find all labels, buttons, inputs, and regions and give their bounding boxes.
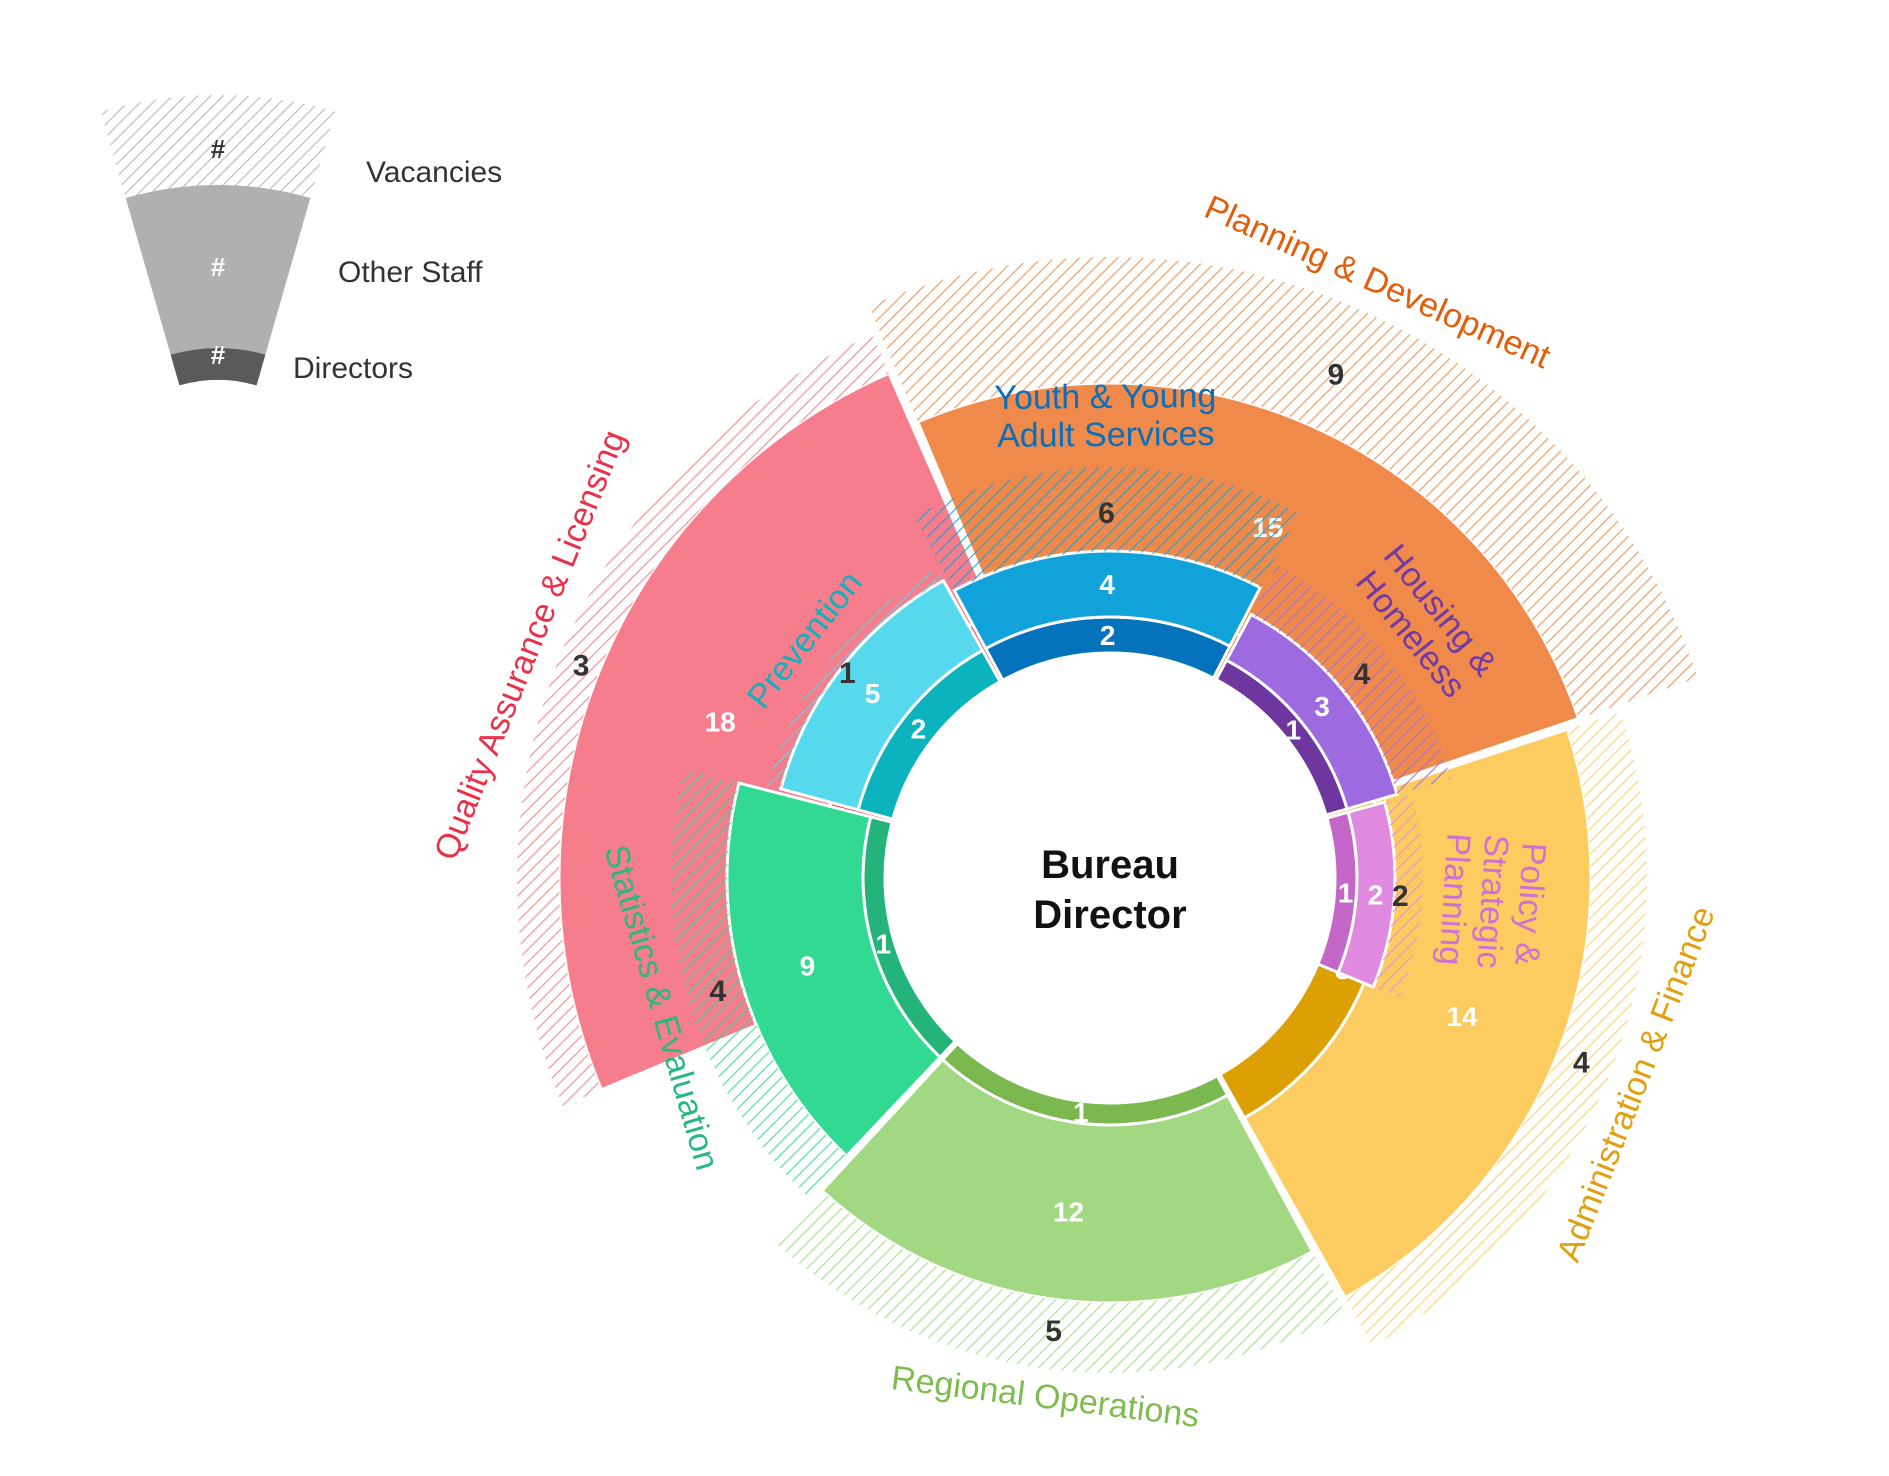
other-staff-count-administration-finance: 14 xyxy=(1446,1001,1478,1032)
vacancies-count-quality-assurance-licensing: 3 xyxy=(573,650,590,683)
dept-name-policy-strategic-planning-line3: Planning xyxy=(1431,832,1477,966)
dept-name-policy-strategic-planning-line1: Policy & xyxy=(1507,841,1552,966)
center-label-line1: Bureau xyxy=(1041,843,1179,887)
vacancies-count-planning-development: 9 xyxy=(1328,359,1345,392)
vacancies-band-administration-finance xyxy=(1345,712,1648,1347)
legend: # Vacancies # Other Staff # Directors xyxy=(100,94,502,386)
other-staff-count-regional-operations: 12 xyxy=(1053,1196,1084,1227)
dept-name-youth-young-adult-services-line1: Youth & Young xyxy=(994,377,1216,417)
legend-vacancies-swatch xyxy=(100,94,336,198)
legend-directors-swatch xyxy=(170,347,266,386)
directors-count-statistics-evaluation: 1 xyxy=(876,928,892,959)
other-staff-count-housing-homeless: 3 xyxy=(1314,691,1330,722)
directors-count-youth-young-adult-services: 2 xyxy=(1100,620,1116,651)
other-staff-count-youth-young-adult-services: 4 xyxy=(1099,569,1115,600)
directors-count-prevention: 2 xyxy=(911,714,927,745)
other-staff-count-statistics-evaluation: 9 xyxy=(800,950,816,981)
legend-directors: # Directors xyxy=(170,340,413,386)
legend-vacancies-hash: # xyxy=(211,134,226,164)
vacancies-band-regional-operations xyxy=(774,1190,1346,1373)
dept-name-policy-strategic-planning-line2: Strategic xyxy=(1469,833,1515,969)
legend-vacancies-label: Vacancies xyxy=(366,156,502,189)
directors-count-regional-operations: 1 xyxy=(1073,1097,1089,1128)
vacancies-count-administration-finance: 4 xyxy=(1573,1047,1590,1080)
directors-count-housing-homeless: 1 xyxy=(1286,714,1302,745)
dept-name-youth-young-adult-services-line2: Adult Services xyxy=(997,415,1215,455)
legend-other-staff-label: Other Staff xyxy=(338,256,483,289)
vacancies-count-policy-strategic-planning: 2 xyxy=(1392,880,1409,913)
legend-other-staff-swatch xyxy=(125,184,311,355)
vacancies-band-housing-homeless xyxy=(1251,564,1451,795)
vacancies-count-statistics-evaluation: 4 xyxy=(709,975,726,1008)
vacancies-band-planning-development xyxy=(868,256,1698,719)
sunburst-wedges: 4183Quality Assurance & Licensing3159Pla… xyxy=(427,188,1723,1435)
legend-vacancies: # Vacancies xyxy=(100,94,502,198)
center-disk xyxy=(886,654,1334,1102)
other-staff-count-policy-strategic-planning: 2 xyxy=(1368,879,1384,910)
legend-other-staff-hash: # xyxy=(211,252,226,282)
other-staff-count-prevention: 5 xyxy=(865,678,881,709)
legend-directors-label: Directors xyxy=(293,352,413,385)
center-label-line2: Director xyxy=(1033,893,1186,937)
vacancies-band-prevention xyxy=(767,568,944,789)
other-staff-band-policy-strategic-planning xyxy=(1336,800,1397,990)
legend-other-staff: # Other Staff xyxy=(125,184,483,355)
center-label: Bureau Director xyxy=(1033,843,1186,937)
vacancies-band-quality-assurance-licensing xyxy=(517,334,889,1106)
vacancies-band-statistics-evaluation xyxy=(671,769,847,1197)
vacancies-band-policy-strategic-planning xyxy=(1373,794,1423,998)
other-staff-band-housing-homeless xyxy=(1224,612,1399,811)
other-staff-band-regional-operations xyxy=(819,1057,1315,1305)
vacancies-count-prevention: 1 xyxy=(839,657,856,690)
vacancies-band-youth-young-adult-services xyxy=(914,467,1299,591)
directors-count-policy-strategic-planning: 1 xyxy=(1338,878,1354,909)
legend-directors-hash: # xyxy=(211,340,226,370)
vacancies-count-housing-homeless: 4 xyxy=(1353,658,1370,691)
wedge-quality-assurance-licensing: 4183Quality Assurance & Licensing xyxy=(427,334,1022,1106)
vacancies-count-youth-young-adult-services: 6 xyxy=(1098,497,1115,530)
vacancies-count-regional-operations: 5 xyxy=(1045,1315,1062,1348)
other-staff-count-quality-assurance-licensing: 18 xyxy=(705,707,736,738)
